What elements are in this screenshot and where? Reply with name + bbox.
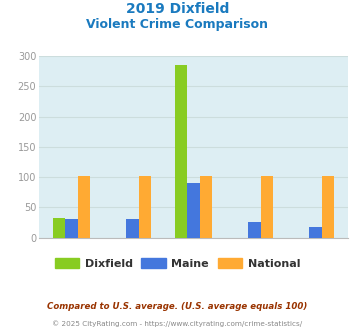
Bar — [322, 177, 334, 238]
Bar — [187, 182, 200, 238]
Bar — [77, 177, 90, 238]
Bar — [310, 227, 322, 238]
Bar — [175, 65, 187, 238]
Bar — [261, 177, 273, 238]
Legend: Dixfield, Maine, National: Dixfield, Maine, National — [50, 253, 305, 273]
Text: 2019 Dixfield: 2019 Dixfield — [126, 2, 229, 16]
Text: Violent Crime Comparison: Violent Crime Comparison — [87, 18, 268, 31]
Bar — [248, 222, 261, 238]
Text: Compared to U.S. average. (U.S. average equals 100): Compared to U.S. average. (U.S. average … — [47, 302, 308, 311]
Bar — [138, 176, 151, 238]
Bar — [65, 219, 77, 238]
Bar — [126, 219, 138, 238]
Text: © 2025 CityRating.com - https://www.cityrating.com/crime-statistics/: © 2025 CityRating.com - https://www.city… — [53, 321, 302, 327]
Bar — [53, 218, 65, 238]
Bar — [200, 177, 212, 238]
